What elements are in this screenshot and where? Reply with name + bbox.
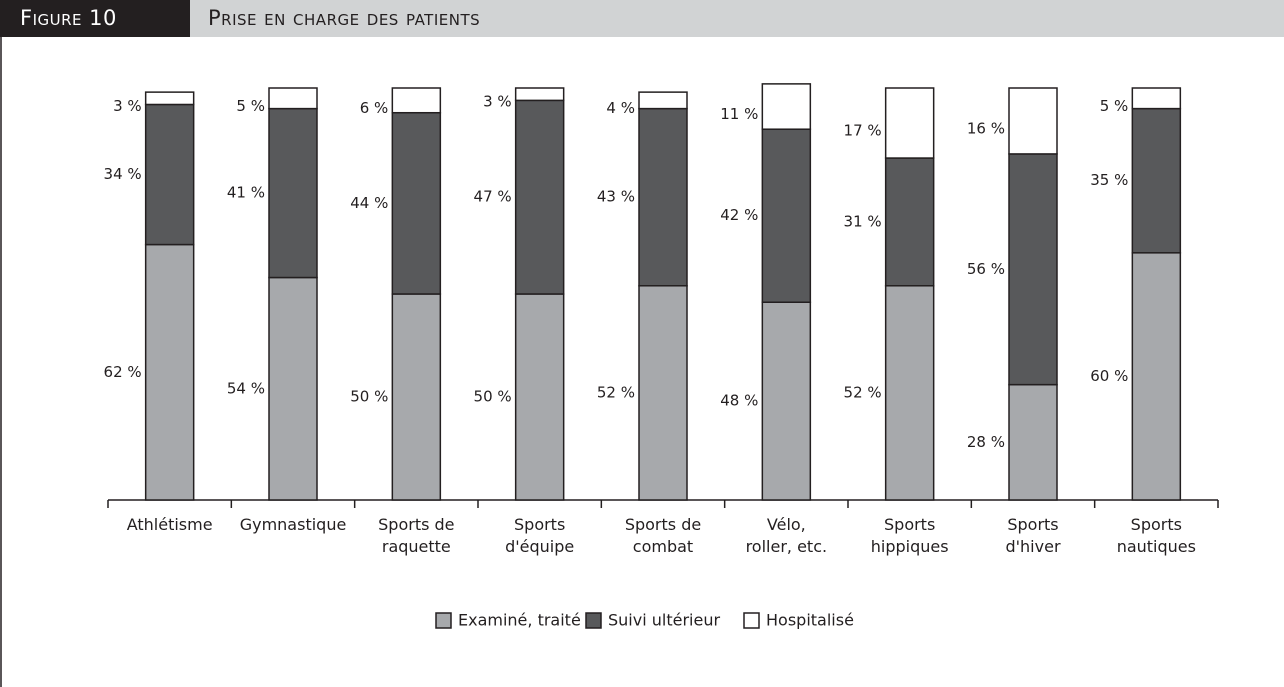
header-bar <box>0 0 1284 37</box>
bar-segment <box>144 91 195 106</box>
value-label: 62 % <box>104 363 142 381</box>
value-label: 16 % <box>967 119 1005 137</box>
value-label: 54 % <box>227 379 265 397</box>
value-label: 50 % <box>350 388 388 406</box>
legend-label: Hospitalisé <box>766 611 854 630</box>
value-label: 56 % <box>967 260 1005 278</box>
x-tick-label: Vélo, roller, etc. <box>745 515 828 556</box>
value-label: 3 % <box>483 93 512 111</box>
value-label: 43 % <box>597 188 635 206</box>
bar-segment <box>638 285 688 501</box>
value-label: 41 % <box>227 184 265 202</box>
bar-segment <box>391 293 442 501</box>
value-label: 31 % <box>844 212 882 230</box>
bar-segment <box>638 107 688 287</box>
bar-segment <box>761 83 812 130</box>
bar-segment <box>1131 87 1182 110</box>
x-tick-label: Sports nautiques <box>1116 515 1196 556</box>
value-label: 48 % <box>720 392 758 410</box>
bar-segment <box>1008 383 1058 501</box>
legend-swatch <box>585 612 602 629</box>
bar-segment <box>1131 107 1182 254</box>
x-tick-label: Sports de combat <box>624 515 702 556</box>
bar-segment <box>1131 252 1182 501</box>
bar-segment <box>1008 153 1058 386</box>
x-tick-label: Sports d'hiver <box>1005 515 1061 556</box>
bar-segment <box>514 87 565 102</box>
value-label: 34 % <box>104 165 142 183</box>
value-label: 11 % <box>720 105 758 123</box>
value-label: 44 % <box>350 194 388 212</box>
value-label: 28 % <box>967 433 1005 451</box>
bar-segment <box>884 285 935 501</box>
bar-segment <box>884 157 935 287</box>
value-label: 5 % <box>236 97 265 115</box>
bar-segment <box>1008 87 1058 155</box>
bar-segment <box>268 87 318 110</box>
x-tick-label: Athlétisme <box>126 515 213 534</box>
value-label: 47 % <box>474 188 512 206</box>
x-tick-label: Sports hippiques <box>870 515 949 556</box>
bar-segment <box>514 99 565 295</box>
bar-segment <box>268 276 318 501</box>
legend-label: Examiné, traité <box>458 611 581 630</box>
x-tick-label: Sports d'équipe <box>505 515 575 556</box>
bar-segment <box>268 107 318 279</box>
x-tick-label: Sports de raquette <box>378 515 455 556</box>
value-label: 3 % <box>113 97 142 115</box>
value-label: 42 % <box>720 206 758 224</box>
figure-box <box>0 0 190 37</box>
value-label: 5 % <box>1100 97 1129 115</box>
bar-segment <box>638 91 688 110</box>
legend-swatch <box>743 612 760 629</box>
x-tick-label: Gymnastique <box>239 515 347 534</box>
legend-label: Suivi ultérieur <box>608 611 720 630</box>
value-label: 4 % <box>606 99 635 117</box>
bar-segment <box>761 301 812 501</box>
bar-segment <box>144 243 195 501</box>
legend-swatch <box>435 612 452 629</box>
bar-segment <box>391 111 442 295</box>
bar-segment <box>761 128 812 303</box>
figure-title: Prise en charge des patients <box>208 6 481 30</box>
value-label: 17 % <box>844 122 882 140</box>
value-label: 52 % <box>844 383 882 401</box>
value-label: 35 % <box>1090 171 1128 189</box>
figure-label: Figure 10 <box>20 6 117 30</box>
bar-segment <box>514 293 565 501</box>
value-label: 60 % <box>1090 367 1128 385</box>
value-label: 52 % <box>597 383 635 401</box>
bar-segment <box>144 103 195 246</box>
bar-segment <box>884 87 935 159</box>
value-label: 6 % <box>360 99 389 117</box>
bar-segment <box>391 87 442 114</box>
value-label: 50 % <box>474 388 512 406</box>
